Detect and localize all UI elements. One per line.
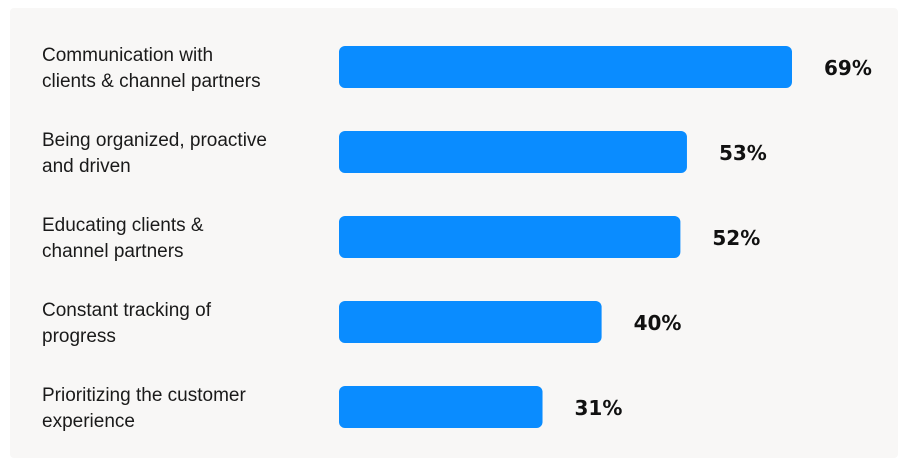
category-label-line: Educating clients & [42,215,204,236]
value-label: 69% [824,56,872,80]
value-label: 31% [575,396,623,420]
bar [339,301,602,343]
bar [339,131,687,173]
category-label: Constant tracking of progress [42,300,212,347]
category-label: Being organized, proactive and driven [42,130,267,177]
category-label-line: Being organized, proactive [42,130,267,151]
category-label: Educating clients & channel partners [42,215,204,262]
category-label: Communication with clients & channel part… [42,45,261,92]
category-label-line: Prioritizing the customer [42,385,246,406]
value-label: 52% [712,226,760,250]
category-label-line: experience [42,411,135,432]
bar [339,386,543,428]
category-label-line: channel partners [42,241,184,262]
value-label: 40% [634,311,682,335]
category-label-line: and driven [42,156,131,177]
category-label-line: progress [42,326,116,347]
category-label-line: Constant tracking of [42,300,212,321]
category-label-line: clients & channel partners [42,71,261,92]
bar [339,46,792,88]
bar [339,216,681,258]
category-label: Prioritizing the customer experience [42,385,246,432]
category-label-line: Communication with [42,45,213,66]
value-label: 53% [719,141,767,165]
